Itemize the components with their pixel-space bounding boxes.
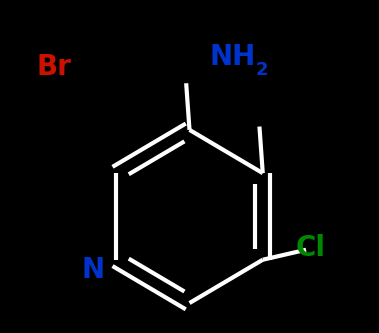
Text: 2: 2 <box>256 61 269 79</box>
Text: NH: NH <box>210 43 256 71</box>
Text: N: N <box>81 256 105 284</box>
Text: Cl: Cl <box>296 234 326 262</box>
Text: Br: Br <box>36 53 71 81</box>
